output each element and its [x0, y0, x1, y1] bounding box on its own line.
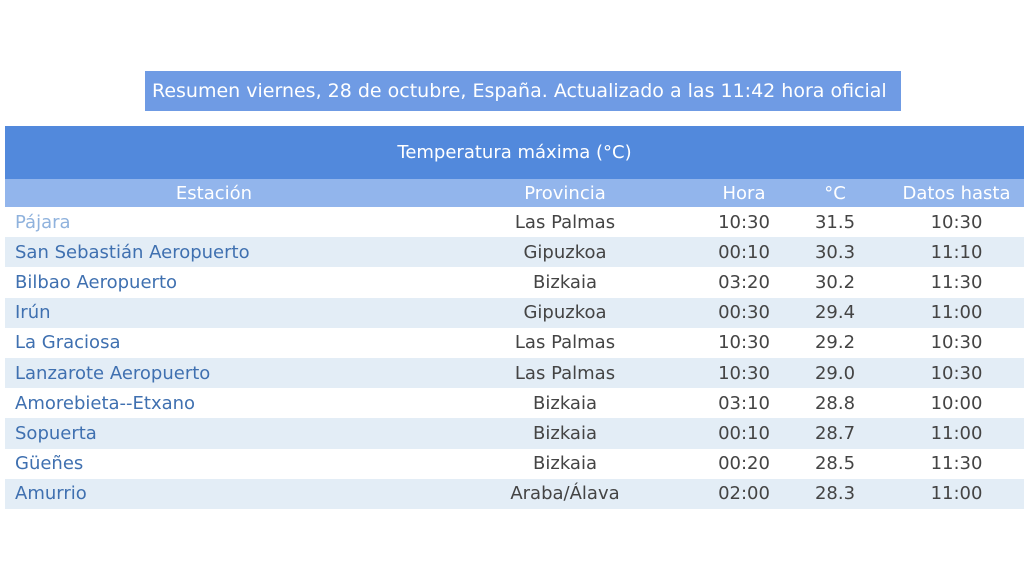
temperature-cell: 30.3 [814, 241, 856, 263]
station-link[interactable]: Irún [15, 302, 51, 324]
data-until-cell: 11:00 [930, 302, 983, 324]
temperature-cell: 29.2 [814, 332, 856, 354]
time-cell: 03:20 [718, 271, 770, 293]
header-temp[interactable]: °C [824, 182, 846, 204]
province-cell: Gipuzkoa [523, 241, 607, 263]
table-row: Güeñes Bizkaia 00:20 28.5 11:30 [5, 449, 1024, 479]
province-cell: Araba/Álava [510, 483, 620, 505]
province-cell: Bizkaia [533, 392, 597, 414]
time-cell: 10:30 [718, 211, 770, 233]
table-row: La Graciosa Las Palmas 10:30 29.2 10:30 [5, 328, 1024, 358]
time-cell: 03:10 [718, 392, 770, 414]
temperature-cell: 31.5 [814, 211, 856, 233]
data-until-cell: 10:00 [930, 392, 983, 414]
table-row: Amurrio Araba/Álava 02:00 28.3 11:00 [5, 478, 1024, 509]
time-cell: 10:30 [718, 362, 770, 384]
data-until-cell: 11:10 [930, 241, 983, 263]
station-link[interactable]: Amorebieta--Etxano [15, 392, 196, 414]
table-row: Pájara Las Palmas 10:30 31.5 10:30 [5, 207, 1024, 237]
temperature-cell: 28.5 [814, 453, 856, 475]
station-link[interactable]: Bilbao Aeropuerto [15, 271, 178, 293]
table-row: Amorebieta--Etxano Bizkaia 03:10 28.8 10:00 [5, 388, 1024, 418]
table-row: Irún Gipuzkoa 00:30 29.4 11:00 [5, 297, 1024, 328]
station-link[interactable]: Sopuerta [15, 422, 97, 444]
temperature-cell: 29.4 [814, 302, 856, 324]
station-link[interactable]: Amurrio [15, 483, 87, 505]
data-until-cell: 10:30 [930, 362, 983, 384]
table-header-row: Estación Provincia Hora °C Datos hasta [5, 179, 1024, 207]
max-temperature-table: Temperatura máxima (°C) Estación Provinc… [5, 126, 1024, 509]
station-link[interactable]: La Graciosa [15, 332, 121, 354]
table-body: Pájara Las Palmas 10:30 31.5 10:30 San Sebast… [5, 207, 1024, 509]
province-cell: Bizkaia [533, 453, 597, 475]
time-cell: 00:20 [718, 453, 770, 475]
time-cell: 00:10 [718, 241, 770, 263]
temperature-cell: 28.3 [814, 483, 856, 505]
province-cell: Las Palmas [514, 332, 616, 354]
time-cell: 02:00 [718, 483, 770, 505]
province-cell: Las Palmas [514, 362, 616, 384]
header-hora[interactable]: Hora [722, 182, 766, 204]
temperature-cell: 28.8 [814, 392, 856, 414]
data-until-cell: 11:30 [930, 453, 983, 475]
header-datos-hasta[interactable]: Datos hasta [902, 182, 1011, 204]
temperature-cell: 29.0 [814, 362, 856, 384]
temperature-cell: 30.2 [814, 271, 856, 293]
time-cell: 10:30 [718, 332, 770, 354]
station-link[interactable]: San Sebastián Aeropuerto [15, 241, 250, 263]
temperature-cell: 28.7 [814, 422, 856, 444]
province-cell: Las Palmas [514, 211, 616, 233]
table-title: Temperatura máxima (°C) [5, 126, 1024, 179]
station-link[interactable]: Güeñes [15, 453, 84, 475]
data-until-cell: 11:00 [930, 422, 983, 444]
header-estacion[interactable]: Estación [175, 182, 253, 204]
data-until-cell: 11:30 [930, 271, 983, 293]
province-cell: Bizkaia [533, 422, 597, 444]
data-until-cell: 11:00 [930, 483, 983, 505]
province-cell: Gipuzkoa [523, 302, 607, 324]
station-link[interactable]: Pájara [15, 211, 71, 233]
table-row: Bilbao Aeropuerto Bizkaia 03:20 30.2 11:30 [5, 267, 1024, 297]
time-cell: 00:10 [718, 422, 770, 444]
summary-banner: Resumen viernes, 28 de octubre, España. … [145, 71, 901, 111]
header-provincia[interactable]: Provincia [524, 182, 606, 204]
station-link[interactable]: Lanzarote Aeropuerto [15, 362, 211, 384]
table-row: Sopuerta Bizkaia 00:10 28.7 11:00 [5, 418, 1024, 449]
data-until-cell: 10:30 [930, 211, 983, 233]
data-until-cell: 10:30 [930, 332, 983, 354]
province-cell: Bizkaia [533, 271, 597, 293]
table-row: San Sebastián Aeropuerto Gipuzkoa 00:10 30.… [5, 237, 1024, 268]
time-cell: 00:30 [718, 302, 770, 324]
table-row: Lanzarote Aeropuerto Las Palmas 10:30 29.0 1… [5, 357, 1024, 389]
